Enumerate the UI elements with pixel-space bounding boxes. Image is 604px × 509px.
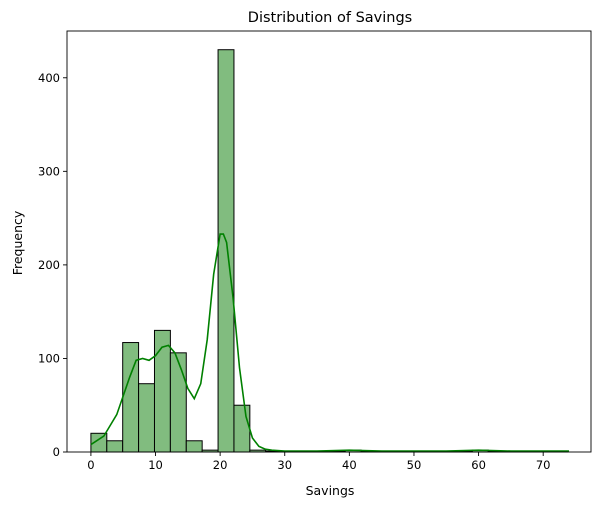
histogram-bar-5 bbox=[169, 352, 187, 453]
histogram-bar-3 bbox=[138, 383, 155, 453]
histogram-bar-6 bbox=[185, 440, 203, 453]
y-axis-ticks: 0 100 200 300 400 bbox=[38, 71, 67, 459]
x-tick-label: 60 bbox=[471, 458, 486, 472]
histogram-bar-9 bbox=[233, 404, 251, 453]
x-tick-label: 10 bbox=[148, 458, 163, 472]
histogram-bar-8 bbox=[217, 49, 235, 453]
x-tick-label: 0 bbox=[87, 458, 94, 472]
y-tick-label: 400 bbox=[38, 71, 60, 85]
kde-line bbox=[90, 233, 570, 452]
chart-title: Distribution of Savings bbox=[248, 10, 412, 26]
histogram-bar-4 bbox=[153, 329, 171, 453]
y-tick-label: 0 bbox=[53, 445, 60, 459]
y-tick-label: 200 bbox=[38, 258, 60, 272]
x-axis-label: Savings bbox=[306, 483, 355, 498]
x-tick-label: 30 bbox=[277, 458, 292, 472]
y-tick-label: 300 bbox=[38, 164, 60, 178]
x-tick-label: 50 bbox=[407, 458, 422, 472]
x-tick-label: 40 bbox=[342, 458, 357, 472]
histogram-bar-2 bbox=[122, 342, 140, 453]
x-tick-label: 70 bbox=[536, 458, 551, 472]
histogram-bars bbox=[90, 49, 569, 453]
y-tick-label: 100 bbox=[38, 351, 60, 365]
x-axis-ticks: 0 10 20 30 40 50 60 70 bbox=[87, 452, 551, 472]
x-tick-label: 20 bbox=[213, 458, 228, 472]
histogram-bar-1 bbox=[106, 440, 124, 453]
y-axis-label: Frequency bbox=[10, 210, 25, 275]
plot-frame bbox=[66, 30, 592, 453]
